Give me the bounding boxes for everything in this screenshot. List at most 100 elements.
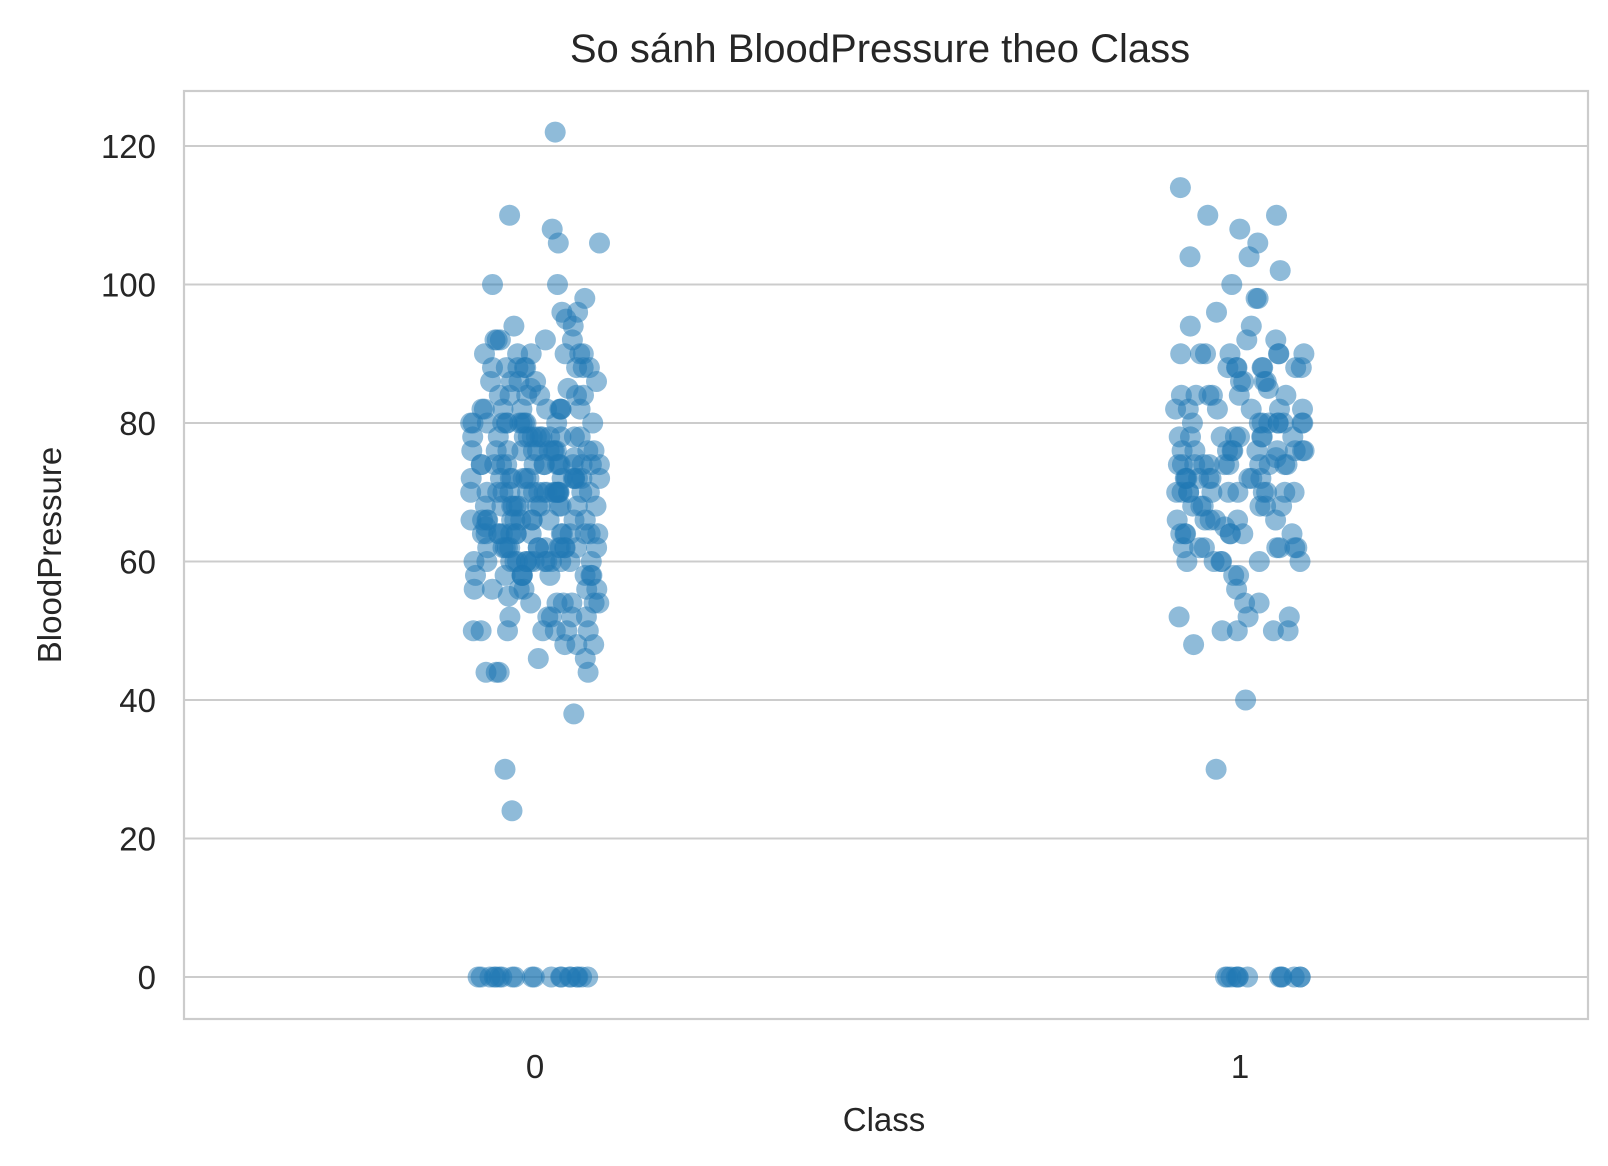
data-point-class-1 [1290,357,1312,379]
x-axis-label: Class [843,1101,926,1138]
data-point-class-0 [501,800,523,822]
data-point-class-0 [481,578,503,600]
data-point-class-1 [1206,398,1228,420]
data-point-class-0 [582,412,604,434]
data-point-class-0 [534,329,556,351]
data-point-class-0 [538,509,560,531]
y-tick-label-20: 20 [119,821,156,858]
y-tick-label-120: 120 [101,128,156,165]
data-point-class-1 [1236,329,1258,351]
y-tick-label-60: 60 [119,544,156,581]
data-point-class-1 [1179,315,1201,337]
data-point-class-0 [511,440,533,462]
y-tick-label-80: 80 [119,405,156,442]
data-point-class-1 [1228,384,1250,406]
data-point-class-0 [577,661,599,683]
data-point-class-1 [1277,620,1299,642]
data-point-class-0 [486,329,508,351]
data-point-class-0 [544,121,566,143]
data-point-class-0 [588,592,610,614]
data-point-class-1 [1197,204,1219,226]
y-axis-label: BloodPressure [31,447,68,663]
data-point-class-1 [1206,301,1227,323]
data-point-class-0 [550,495,572,517]
data-point-class-1 [1235,689,1257,711]
data-point-class-1 [1166,481,1188,503]
data-point-class-0 [539,564,561,586]
data-point-class-1 [1289,551,1311,572]
data-point-class-1 [1190,343,1212,365]
data-point-class-1 [1168,606,1190,628]
data-point-class-0 [488,661,510,683]
data-point-class-0 [559,966,580,988]
data-point-class-1 [1179,246,1201,268]
data-point-class-1 [1205,758,1227,780]
data-point-class-0 [483,966,505,988]
data-point-class-0 [467,966,489,988]
data-point-class-0 [501,966,523,988]
y-tick-label-100: 100 [101,267,156,304]
data-point-class-1 [1289,966,1311,988]
data-point-class-1 [1249,495,1271,517]
data-point-class-0 [569,398,591,420]
data-point-class-0 [499,204,521,226]
data-point-class-1 [1211,620,1233,642]
data-point-class-0 [566,357,588,379]
data-point-class-1 [1245,287,1267,309]
data-point-class-1 [1248,551,1270,572]
y-tick-label-0: 0 [138,959,156,996]
data-point-class-1 [1170,343,1192,365]
data-point-class-1 [1262,620,1284,642]
data-point-class-0 [463,578,485,600]
data-point-class-0 [462,620,484,642]
data-point-class-1 [1283,481,1305,503]
data-point-class-0 [563,703,585,725]
data-point-class-0 [547,274,568,295]
data-point-class-1 [1268,343,1290,365]
data-point-class-1 [1292,440,1314,462]
data-point-class-1 [1257,377,1279,399]
data-point-class-0 [589,232,610,254]
data-point-class-0 [520,592,542,614]
data-point-class-0 [482,274,503,295]
data-point-class-1 [1265,509,1287,531]
data-point-class-1 [1183,634,1205,656]
data-point-class-1 [1237,966,1259,988]
data-point-class-0 [577,966,599,988]
data-point-class-0 [527,648,549,669]
data-point-class-1 [1269,260,1291,282]
x-tick-label-0: 0 [526,1048,544,1085]
data-point-class-0 [540,966,562,988]
y-tick-label-40: 40 [119,682,156,719]
data-point-class-1 [1220,966,1242,988]
data-point-class-1 [1169,177,1191,199]
data-point-class-1 [1267,412,1289,434]
x-tick-label-1: 1 [1231,1048,1249,1085]
data-point-class-0 [494,758,516,780]
data-point-class-0 [533,454,555,476]
data-point-class-0 [497,620,518,642]
data-points [460,121,1315,988]
data-point-class-1 [1232,523,1254,545]
data-point-class-1 [1266,537,1288,559]
data-point-class-0 [554,343,576,365]
plot-frame [182,89,1590,1021]
data-point-class-1 [1218,454,1240,476]
data-point-class-1 [1266,204,1287,226]
data-point-class-0 [476,551,498,572]
y-tick-labels: 0 20 40 60 80 100 120 [101,128,156,996]
data-point-class-1 [1276,454,1298,476]
data-point-class-0 [554,634,576,656]
data-point-class-1 [1211,551,1233,572]
data-point-class-0 [494,564,516,586]
data-point-class-0 [460,481,482,503]
data-point-class-0 [497,585,519,607]
chart-title: So sánh BloodPressure theo Class [570,27,1190,71]
data-point-class-1 [1238,246,1260,268]
data-point-class-1 [1176,551,1198,572]
data-point-class-1 [1226,620,1248,642]
data-point-class-0 [586,371,607,392]
data-point-class-1 [1221,274,1243,295]
